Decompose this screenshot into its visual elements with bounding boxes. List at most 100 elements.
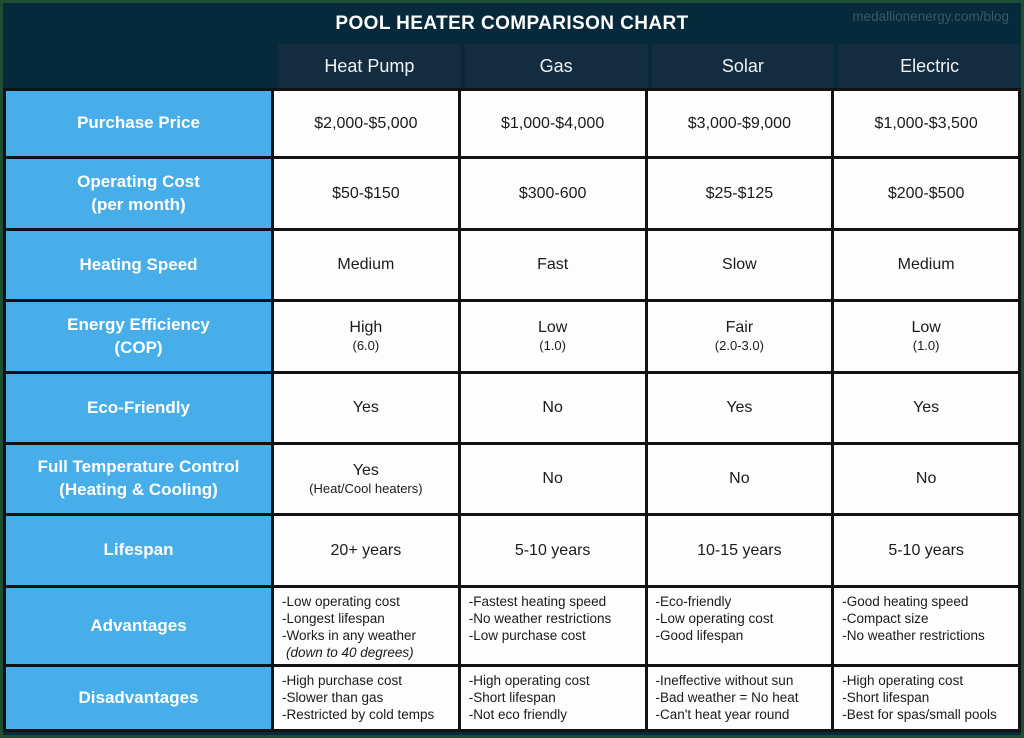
- row-label-text: Purchase Price: [77, 113, 200, 133]
- cell-value: Yes: [726, 399, 753, 416]
- cell-value: 10-15 years: [697, 541, 782, 559]
- cell-value: Fast: [537, 256, 569, 273]
- cell-operating-cost-electric: $200-$500: [834, 159, 1018, 228]
- disadvantage-line: -Short lifespan: [842, 690, 930, 705]
- column-header-spacer: [3, 44, 274, 88]
- disadvantage-line: -Best for spas/small pools: [842, 707, 997, 722]
- advantage-line: -Fastest heating speed: [468, 594, 607, 609]
- cell-full-temperature-control-electric: No: [834, 445, 1018, 513]
- cell-operating-cost-heat-pump: $50-$150: [274, 159, 458, 228]
- row-label-heating-speed: Heating Speed: [6, 231, 271, 299]
- cell-energy-efficiency-heat-pump: High (6.0): [274, 302, 458, 371]
- advantage-line: -No weather restrictions: [842, 628, 985, 643]
- advantage-line: -Good lifespan: [655, 628, 744, 643]
- cell-lifespan-electric: 5-10 years: [834, 516, 1018, 585]
- cell-energy-efficiency-electric: Low (1.0): [834, 302, 1018, 371]
- cell-advantages-solar: -Eco-friendly -Low operating cost -Good …: [647, 588, 832, 664]
- cell-advantages-heat-pump: -Low operating cost -Longest lifespan -W…: [274, 588, 458, 664]
- advantage-line: -Longest lifespan: [282, 611, 385, 626]
- watermark-url: medallionenergy.com/blog: [852, 9, 1009, 24]
- cell-value: $2,000-$5,000: [314, 114, 418, 132]
- cell-value: No: [915, 470, 937, 487]
- disadvantage-line: -High operating cost: [468, 673, 590, 688]
- disadvantage-line: -Can't heat year round: [655, 707, 790, 722]
- cell-advantages-electric: -Good heating speed -Compact size -No we…: [834, 588, 1018, 664]
- disadvantage-line: -Restricted by cold temps: [282, 707, 435, 722]
- advantage-line-note: (down to 40 degrees): [286, 645, 414, 660]
- cell-value: 5-10 years: [888, 541, 964, 559]
- cell-disadvantages-solar: -Ineffective without sun -Bad weather = …: [647, 667, 832, 729]
- row-label-subtext: (COP): [114, 337, 163, 357]
- cell-value: No: [729, 470, 750, 487]
- column-header-gas: Gas: [464, 44, 648, 88]
- cell-eco-friendly-gas: No: [460, 374, 645, 442]
- row-label-text: Energy Efficiency: [67, 314, 210, 334]
- row-label-operating-cost: Operating Cost (per month): [6, 159, 271, 228]
- row-label-full-temperature-control: Full Temperature Control (Heating & Cool…: [6, 445, 271, 513]
- row-label-text: Full Temperature Control: [37, 457, 240, 477]
- cell-value: High: [349, 319, 383, 337]
- disadvantage-line: -Bad weather = No heat: [655, 690, 799, 705]
- cell-heating-speed-heat-pump: Medium: [274, 231, 458, 299]
- cell-full-temperature-control-heat-pump: Yes (Heat/Cool heaters): [274, 445, 458, 513]
- disadvantage-line: -Short lifespan: [468, 690, 556, 705]
- cell-value-note: (1.0): [912, 338, 940, 354]
- disadvantage-line: -High operating cost: [842, 673, 964, 688]
- cell-value: $1,000-$3,500: [874, 114, 978, 132]
- advantage-line: -Compact size: [842, 611, 929, 626]
- column-header-electric: Electric: [838, 44, 1021, 88]
- cell-value: Yes: [352, 399, 379, 416]
- cell-value: $50-$150: [332, 184, 400, 202]
- page-title: POOL HEATER COMPARISON CHART: [335, 12, 689, 34]
- cell-value: Low: [537, 319, 568, 337]
- disadvantage-line: -Ineffective without sun: [655, 673, 794, 688]
- cell-value: No: [542, 470, 563, 487]
- cell-eco-friendly-heat-pump: Yes: [274, 374, 458, 442]
- cell-value: No: [542, 399, 563, 416]
- row-label-disadvantages: Disadvantages: [6, 667, 271, 729]
- cell-eco-friendly-solar: Yes: [647, 374, 832, 442]
- row-label-purchase-price: Purchase Price: [6, 91, 271, 156]
- row-label-text: Heating Speed: [79, 254, 198, 274]
- cell-purchase-price-gas: $1,000-$4,000: [460, 91, 645, 156]
- cell-disadvantages-electric: -High operating cost -Short lifespan -Be…: [834, 667, 1018, 729]
- column-header-row: Heat Pump Gas Solar Electric: [3, 44, 1021, 88]
- row-label-text: Eco-Friendly: [87, 397, 190, 417]
- cell-value: Slow: [722, 256, 757, 273]
- cell-value-note: (Heat/Cool heaters): [309, 480, 423, 496]
- column-header-heat-pump: Heat Pump: [278, 44, 461, 88]
- title-bar: POOL HEATER COMPARISON CHART medallionen…: [3, 3, 1021, 44]
- cell-purchase-price-electric: $1,000-$3,500: [834, 91, 1018, 156]
- cell-value: Fair: [725, 319, 754, 337]
- cell-value: 5-10 years: [514, 541, 591, 559]
- row-label-text: Disadvantages: [78, 687, 199, 707]
- row-label-energy-efficiency: Energy Efficiency (COP): [6, 302, 271, 371]
- cell-lifespan-heat-pump: 20+ years: [274, 516, 458, 585]
- cell-value: Yes: [352, 461, 379, 479]
- disadvantage-line: -High purchase cost: [282, 673, 403, 688]
- cell-value: $1,000-$4,000: [501, 114, 605, 132]
- row-label-text: Operating Cost: [77, 171, 200, 191]
- cell-energy-efficiency-gas: Low (1.0): [460, 302, 645, 371]
- cell-disadvantages-heat-pump: -High purchase cost -Slower than gas -Re…: [274, 667, 458, 729]
- cell-value-note: (1.0): [539, 338, 566, 354]
- cell-operating-cost-gas: $300-600: [460, 159, 645, 228]
- cell-value: Medium: [337, 256, 395, 273]
- cell-value-note: (6.0): [352, 338, 380, 354]
- column-header-solar: Solar: [651, 44, 835, 88]
- cell-heating-speed-solar: Slow: [647, 231, 832, 299]
- cell-operating-cost-solar: $25-$125: [647, 159, 832, 228]
- advantage-line: -Low purchase cost: [468, 628, 586, 643]
- cell-energy-efficiency-solar: Fair (2.0-3.0): [647, 302, 832, 371]
- cell-lifespan-solar: 10-15 years: [647, 516, 832, 585]
- row-label-advantages: Advantages: [6, 588, 271, 664]
- cell-heating-speed-gas: Fast: [460, 231, 645, 299]
- advantage-line: -No weather restrictions: [468, 611, 612, 626]
- cell-full-temperature-control-gas: No: [460, 445, 645, 513]
- cell-value: 20+ years: [330, 541, 402, 559]
- advantage-line: -Works in any weather: [282, 628, 417, 643]
- disadvantage-line: -Slower than gas: [282, 690, 384, 705]
- cell-value: Low: [911, 319, 941, 337]
- advantage-line: -Low operating cost: [282, 594, 400, 609]
